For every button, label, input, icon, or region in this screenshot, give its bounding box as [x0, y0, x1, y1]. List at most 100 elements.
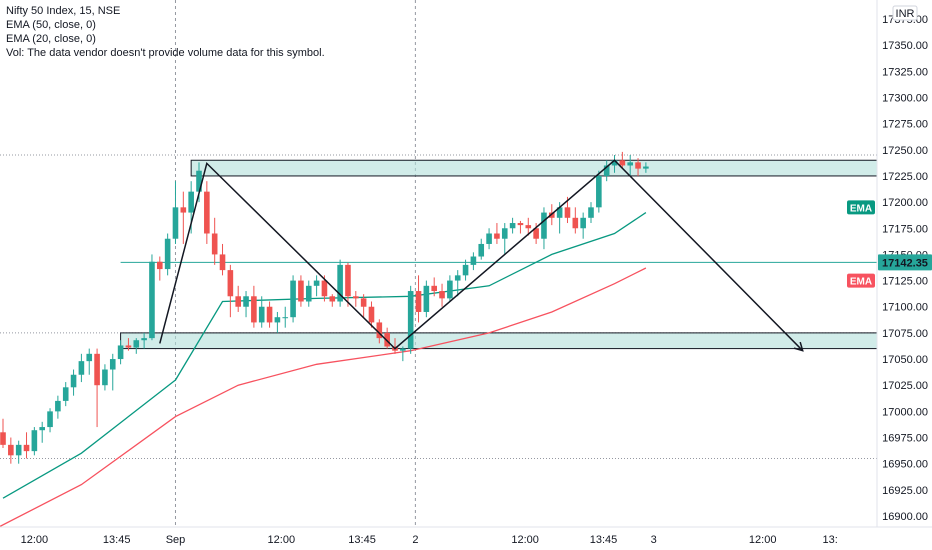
candle-body — [415, 291, 422, 312]
ema50-tag — [847, 273, 875, 288]
x-tick-label: 12:00 — [511, 534, 539, 546]
last-price-tag — [878, 254, 932, 271]
candle-body — [588, 207, 594, 218]
x-tick-label: 13: — [822, 534, 837, 546]
candle-body — [62, 387, 69, 401]
candle-body — [627, 162, 633, 166]
last-price-tag-label: 17142.35 — [882, 257, 928, 269]
candle-body — [337, 264, 343, 302]
trend-drawing[interactable] — [159, 159, 804, 352]
candle-body — [525, 225, 532, 229]
candle-body — [509, 223, 516, 229]
candle-body — [274, 317, 281, 323]
candle-body — [196, 170, 202, 192]
time-axis[interactable]: 12:00 13:45 Sep 12:00 13:45 2 12:00 13:45 3 12:00… — [0, 526, 932, 546]
candle-body — [164, 238, 171, 270]
candle-body — [149, 261, 155, 339]
currency-badge[interactable] — [892, 5, 918, 21]
candle-body — [501, 228, 508, 239]
candle-body — [251, 296, 257, 323]
legend-title[interactable]: Nifty 50 Index, 15, NSE — [6, 5, 121, 17]
y-tick-label: 17350.00 — [882, 40, 928, 52]
candle-body — [635, 162, 641, 169]
candle-body — [0, 432, 6, 445]
candle-body — [55, 400, 61, 412]
candle-body — [172, 207, 179, 239]
candle-body — [31, 430, 38, 452]
ema50-line — [0, 267, 647, 528]
candle-body — [125, 345, 132, 348]
x-tick-label: Sep — [166, 534, 186, 546]
candle-body — [596, 175, 602, 208]
candle-body — [611, 160, 618, 166]
candlesticks — [0, 151, 649, 464]
candle-body — [360, 298, 367, 307]
chart-legend: Nifty 50 Index, 15, NSE EMA (50, close, … — [6, 4, 325, 60]
candle-body — [23, 444, 30, 452]
candle-body — [439, 291, 445, 299]
y-tick-label: 17025.00 — [882, 380, 928, 392]
candle-body — [243, 296, 249, 307]
candle-body — [188, 191, 194, 213]
legend-ema50[interactable]: EMA (50, close, 0) — [6, 19, 96, 31]
candle-body — [368, 306, 375, 323]
candle-body — [619, 160, 626, 166]
legend-volume-note: Vol: The data vendor doesn't provide vol… — [6, 47, 325, 59]
x-tick-label: 13:45 — [590, 534, 618, 546]
y-tick-label: 17100.00 — [882, 302, 928, 314]
y-tick-label: 17225.00 — [882, 171, 928, 183]
candle-body — [305, 285, 312, 302]
y-tick-label: 17125.00 — [882, 276, 928, 288]
candle-body — [462, 264, 469, 276]
zigzag-projection-line[interactable] — [159, 159, 804, 352]
candle-body — [204, 191, 210, 234]
ema20-tag — [847, 200, 875, 215]
candle-body — [580, 217, 586, 229]
candle-body — [157, 261, 163, 270]
y-tick-label: 17075.00 — [882, 328, 928, 340]
candle-body — [470, 256, 477, 265]
candle-body — [133, 340, 140, 348]
candle-body — [39, 427, 45, 431]
x-tick-label: 13:45 — [348, 534, 376, 546]
zone-rectangles[interactable] — [120, 159, 878, 350]
candle-body — [533, 228, 539, 239]
candle-body — [376, 322, 383, 339]
candle-body — [235, 296, 241, 307]
y-tick-label: 17200.00 — [882, 197, 928, 209]
y-tick-label: 17325.00 — [882, 66, 928, 78]
candle-body — [423, 285, 430, 312]
zone-rectangle[interactable] — [120, 332, 878, 350]
candle-body — [258, 306, 265, 323]
candle-body — [211, 233, 218, 255]
candle-body — [431, 285, 437, 292]
candle-body — [556, 207, 563, 218]
zone-rectangle[interactable] — [190, 159, 878, 177]
x-tick-label: 12:00 — [749, 534, 777, 546]
candle-body — [486, 233, 492, 244]
y-tick-label: 17300.00 — [882, 92, 928, 104]
y-tick-label: 17175.00 — [882, 223, 928, 235]
candle-body — [180, 207, 187, 213]
candle-body — [384, 332, 390, 347]
candle-body — [290, 280, 296, 318]
y-tick-label: 17050.00 — [882, 354, 928, 366]
legend-ema20[interactable]: EMA (20, close, 0) — [6, 33, 96, 45]
candle-body — [117, 345, 124, 360]
y-tick-label: 16950.00 — [882, 459, 928, 471]
candle-body — [86, 353, 93, 362]
candle-body — [478, 243, 485, 257]
candle-body — [227, 270, 234, 297]
y-tick-label: 16900.00 — [882, 511, 928, 523]
candle-body — [541, 212, 547, 239]
candle-body — [494, 233, 500, 239]
candle-body — [603, 165, 610, 176]
candle-body — [564, 207, 571, 218]
candle-body — [454, 275, 461, 281]
candle-body — [282, 317, 289, 319]
candle-body — [298, 280, 304, 302]
currency-badge-label: INR — [896, 8, 915, 20]
candle-body — [517, 223, 524, 226]
candle-body — [70, 374, 77, 388]
